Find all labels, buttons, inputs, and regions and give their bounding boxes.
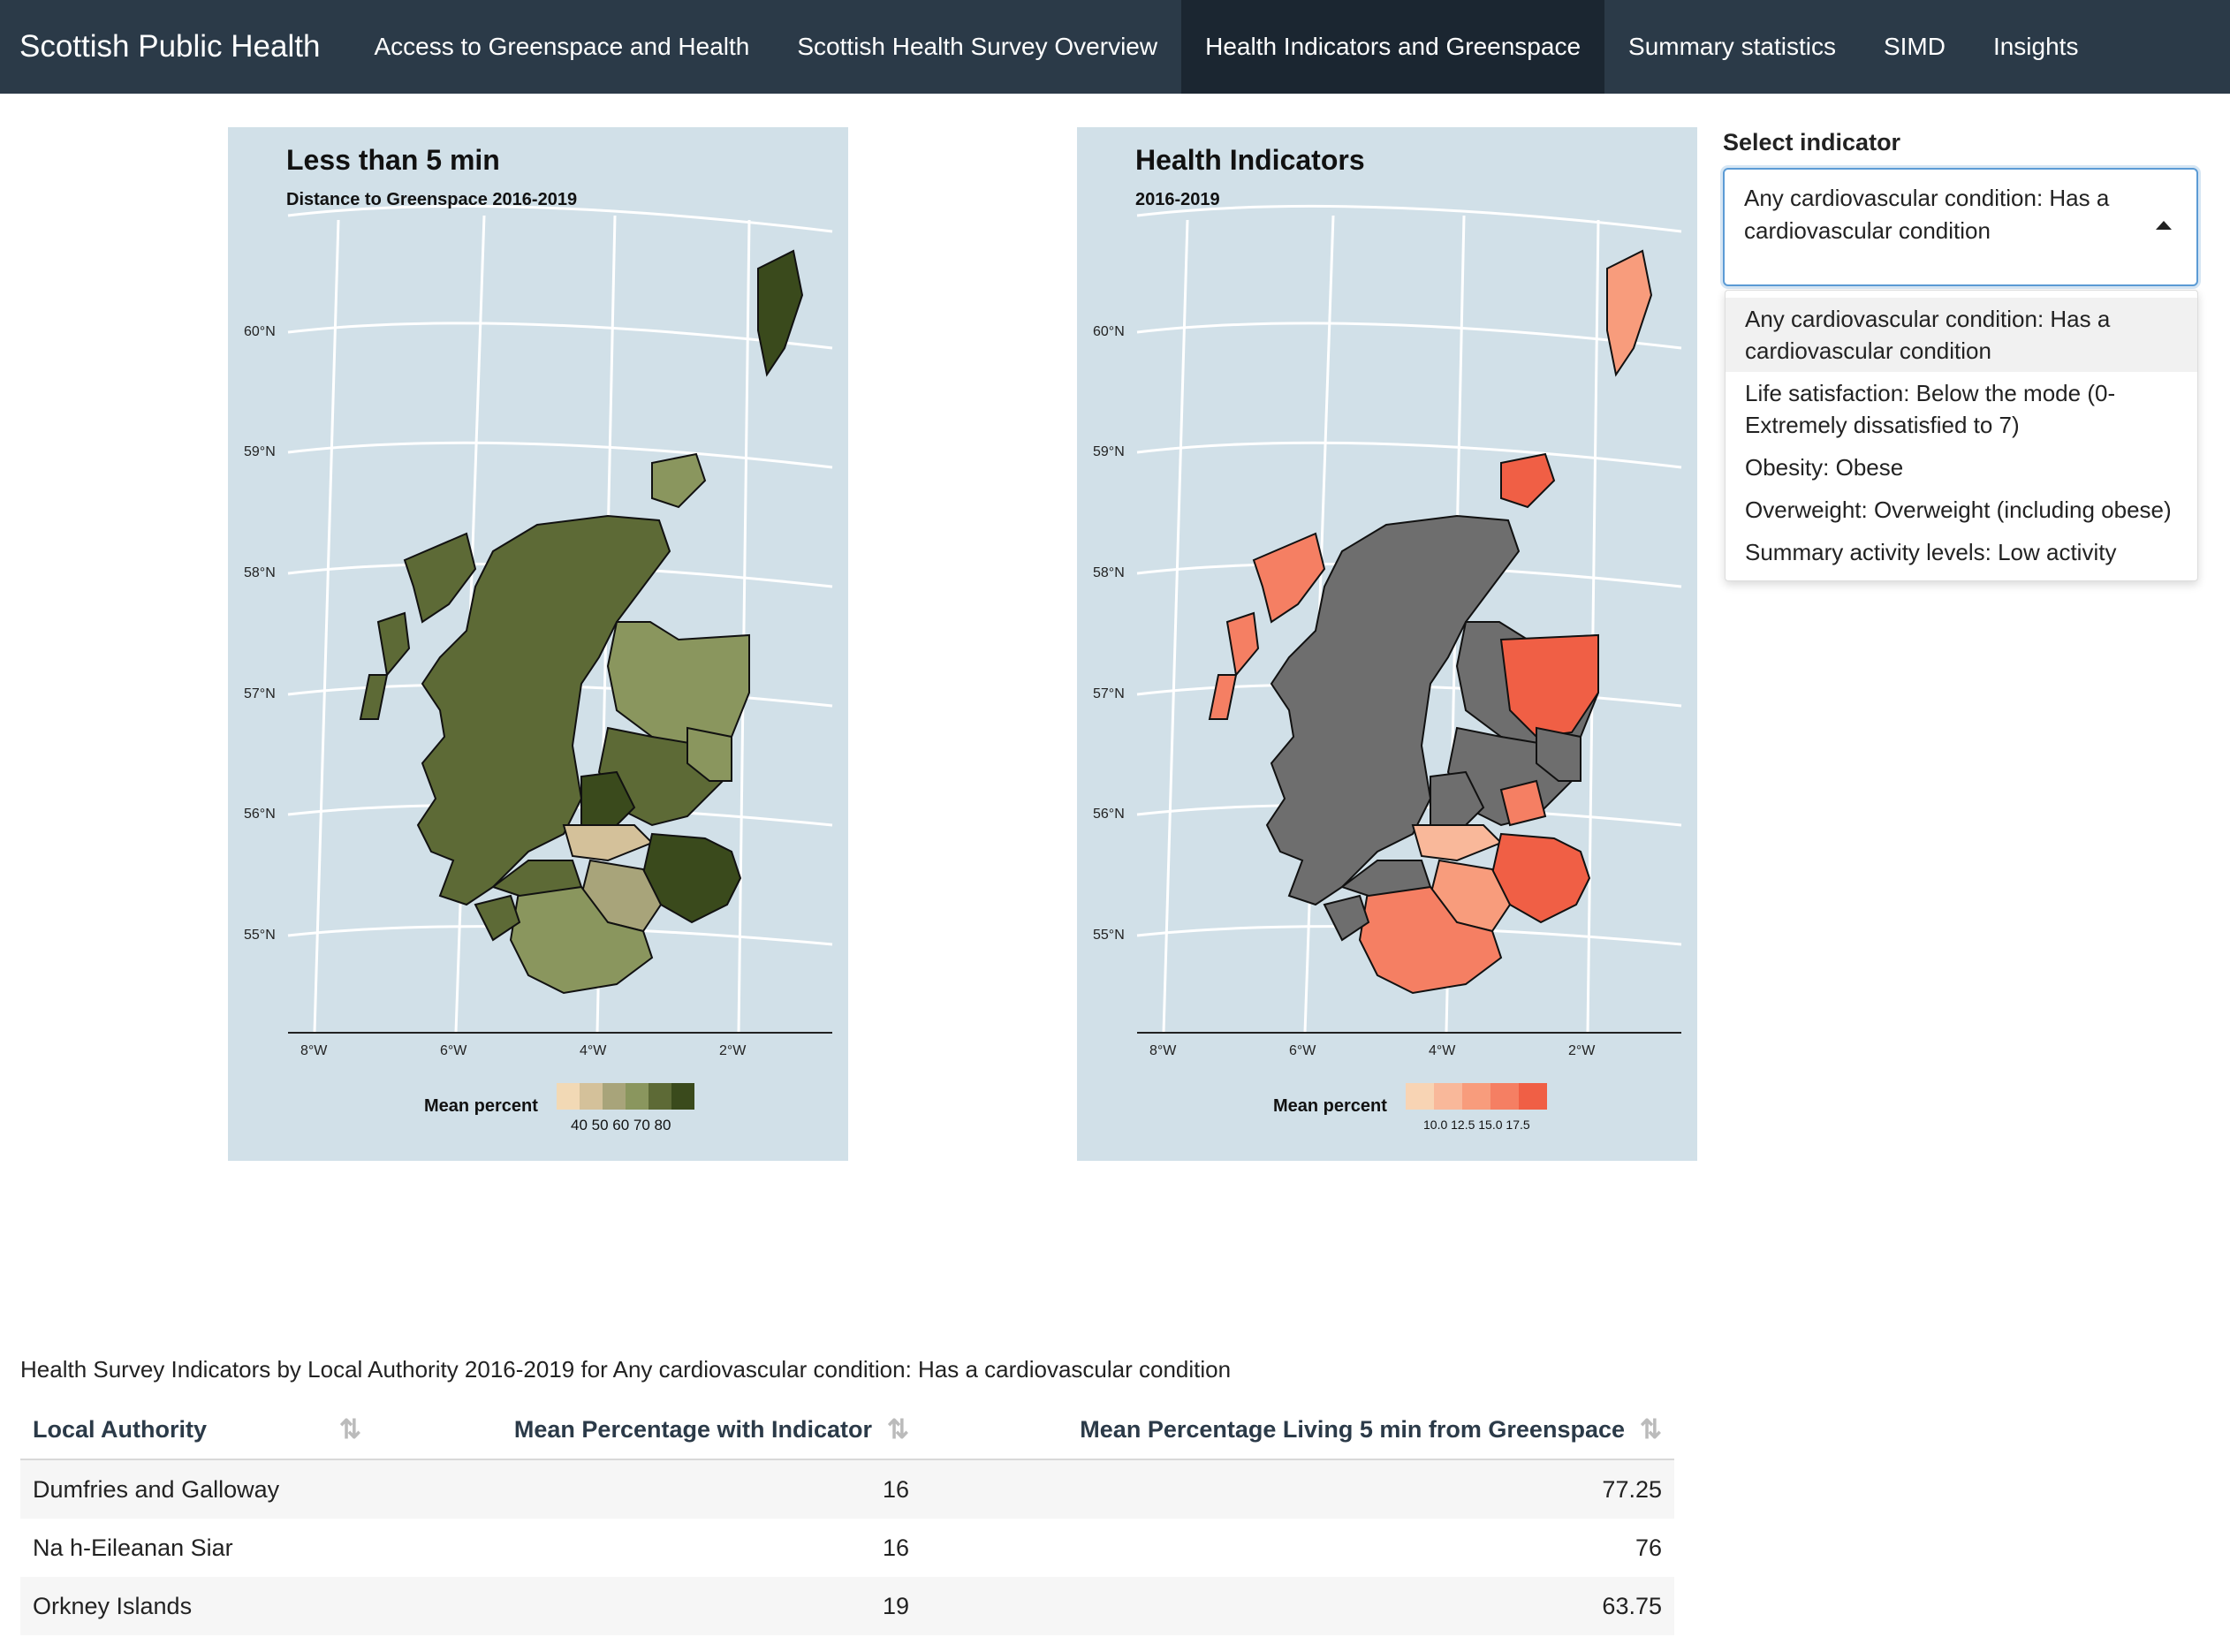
cell-mean-greenspace: 76	[1635, 1534, 1662, 1561]
greenspace-legend: Mean percent 40 50 60 70 80	[424, 1083, 694, 1133]
cell-mean-indicator: 16	[882, 1534, 909, 1561]
svg-text:2°W: 2°W	[719, 1043, 747, 1058]
indicator-select-value: Any cardiovascular condition: Has a card…	[1744, 185, 2110, 244]
indicator-option[interactable]: Life satisfaction: Below the mode (0-Ext…	[1745, 380, 2116, 438]
svg-text:55°N: 55°N	[1093, 928, 1125, 943]
nav-greenspace-health[interactable]: Access to Greenspace and Health	[374, 33, 750, 60]
indicator-option[interactable]: Any cardiovascular condition: Has a card…	[1726, 298, 2197, 372]
indicator-option[interactable]: Summary activity levels: Low activity	[1745, 539, 2117, 565]
svg-text:60°N: 60°N	[1093, 324, 1125, 339]
indicator-option[interactable]: Overweight: Overweight (including obese)	[1745, 496, 2172, 523]
svg-text:58°N: 58°N	[244, 565, 276, 580]
svg-text:40 50 60 70 80: 40 50 60 70 80	[571, 1117, 671, 1133]
svg-text:56°N: 56°N	[244, 807, 276, 822]
select-indicator-label: Select indicator	[1723, 129, 1901, 155]
header-local-authority[interactable]: Local Authority ⇅	[20, 1400, 374, 1460]
nav-survey-overview[interactable]: Scottish Health Survey Overview	[797, 33, 1158, 60]
svg-text:56°N: 56°N	[1093, 807, 1125, 822]
table-row[interactable]: Na h-Eileanan Siar 16 76	[20, 1519, 1674, 1577]
greenspace-map-panel: 60°N 59°N 58°N 57°N 56°N 55°N 8°W 6°W 4°…	[228, 127, 848, 1161]
header-mean-indicator[interactable]: Mean Percentage with Indicator ⇅	[374, 1400, 922, 1460]
table-row[interactable]: Dumfries and Galloway 16 77.25	[20, 1459, 1674, 1519]
indicator-option[interactable]: Obesity: Obese	[1745, 454, 1904, 481]
table-row[interactable]: Orkney Islands 19 63.75	[20, 1577, 1674, 1635]
cell-local-authority: Dumfries and Galloway	[20, 1459, 374, 1519]
cell-mean-greenspace: 63.75	[922, 1577, 1674, 1635]
cell-mean-greenspace: 77.25	[922, 1459, 1674, 1519]
greenspace-map-title: Less than 5 min	[286, 144, 500, 176]
indicator-select[interactable]: Any cardiovascular condition: Has a card…	[1723, 168, 2198, 286]
greenspace-map-subtitle: Distance to Greenspace 2016-2019	[286, 190, 577, 209]
svg-text:59°N: 59°N	[1093, 444, 1125, 459]
health-map-title: Health Indicators	[1135, 144, 1365, 176]
svg-text:8°W: 8°W	[300, 1043, 328, 1058]
cell-local-authority: Na h-Eileanan Siar	[33, 1534, 233, 1561]
svg-text:Mean percent: Mean percent	[1273, 1096, 1387, 1116]
health-map-subtitle: 2016-2019	[1135, 190, 1220, 209]
nav-health-indicators[interactable]: Health Indicators and Greenspace	[1181, 0, 1605, 94]
nav-insights[interactable]: Insights	[1992, 33, 2079, 60]
sort-icon[interactable]: ⇅	[338, 1415, 361, 1444]
svg-text:6°W: 6°W	[440, 1043, 467, 1058]
indicator-dropdown: Any cardiovascular condition: Has a card…	[1725, 290, 2198, 581]
indicators-table: Local Authority ⇅ Mean Percentage with I…	[20, 1400, 1674, 1635]
table-caption: Health Survey Indicators by Local Author…	[20, 1356, 1232, 1383]
nav-simd[interactable]: SIMD	[1883, 33, 1946, 60]
svg-text:10.0 12.5 15.0 17.5: 10.0 12.5 15.0 17.5	[1423, 1118, 1530, 1132]
greenspace-map: 60°N 59°N 58°N 57°N 56°N 55°N 8°W 6°W 4°…	[228, 127, 848, 1161]
svg-text:55°N: 55°N	[244, 928, 276, 943]
svg-text:59°N: 59°N	[244, 444, 276, 459]
svg-text:57°N: 57°N	[1093, 686, 1125, 701]
svg-text:6°W: 6°W	[1289, 1043, 1316, 1058]
nav-summary-statistics[interactable]: Summary statistics	[1628, 33, 1836, 60]
sort-icon[interactable]: ⇅	[886, 1415, 909, 1444]
cell-mean-indicator: 16	[374, 1459, 922, 1519]
svg-text:60°N: 60°N	[244, 324, 276, 339]
brand-title[interactable]: Scottish Public Health	[19, 29, 321, 64]
svg-text:4°W: 4°W	[580, 1043, 607, 1058]
svg-text:8°W: 8°W	[1149, 1043, 1177, 1058]
cell-mean-indicator: 19	[374, 1577, 922, 1635]
cell-local-authority: Orkney Islands	[20, 1577, 374, 1635]
caret-up-icon	[2156, 221, 2172, 230]
svg-text:57°N: 57°N	[244, 686, 276, 701]
header-mean-greenspace[interactable]: Mean Percentage Living 5 min from Greens…	[922, 1400, 1674, 1460]
svg-text:2°W: 2°W	[1568, 1043, 1596, 1058]
health-legend: Mean percent 10.0 12.5 15.0 17.5	[1273, 1083, 1547, 1132]
health-map-panel: 60°N 59°N 58°N 57°N 56°N 55°N 8°W 6°W 4°…	[1077, 127, 1697, 1161]
top-navbar: Scottish Public Health Access to Greensp…	[0, 0, 2230, 94]
health-indicators-map: 60°N 59°N 58°N 57°N 56°N 55°N 8°W 6°W 4°…	[1077, 127, 1697, 1161]
svg-text:Mean percent: Mean percent	[424, 1096, 538, 1116]
svg-text:4°W: 4°W	[1429, 1043, 1456, 1058]
sort-icon[interactable]: ⇅	[1639, 1415, 1662, 1444]
svg-text:58°N: 58°N	[1093, 565, 1125, 580]
